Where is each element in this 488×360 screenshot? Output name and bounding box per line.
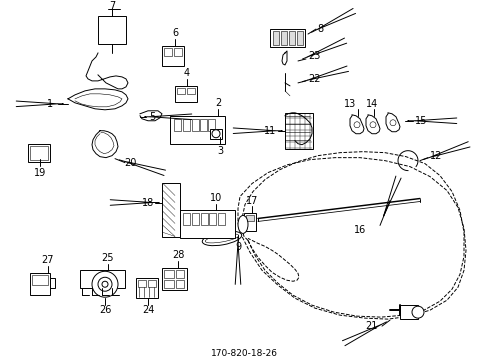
Bar	[50, 278, 55, 288]
Bar	[174, 119, 181, 131]
Text: 2: 2	[214, 98, 221, 108]
Bar	[272, 31, 279, 45]
Circle shape	[98, 277, 112, 291]
Text: 9: 9	[234, 242, 241, 252]
Text: 10: 10	[209, 193, 222, 203]
Bar	[177, 88, 184, 94]
Bar	[80, 270, 125, 288]
Bar	[245, 216, 253, 221]
Bar	[200, 119, 206, 131]
Text: 4: 4	[183, 68, 190, 78]
Bar	[183, 119, 190, 131]
Bar	[30, 146, 48, 159]
Bar	[269, 29, 305, 47]
Text: 22: 22	[307, 74, 320, 84]
Bar	[399, 305, 417, 319]
Bar	[162, 46, 183, 66]
Text: 26: 26	[99, 305, 111, 315]
Bar	[175, 86, 197, 102]
Text: 17: 17	[245, 195, 258, 206]
Circle shape	[92, 271, 118, 297]
Circle shape	[102, 281, 108, 287]
Bar	[183, 213, 190, 225]
Bar	[163, 270, 174, 278]
Text: 5: 5	[148, 112, 155, 122]
Text: 15: 15	[414, 116, 427, 126]
Bar	[285, 113, 312, 149]
Text: 24: 24	[142, 305, 154, 315]
Bar	[192, 213, 199, 225]
Text: 23: 23	[307, 51, 320, 61]
Ellipse shape	[238, 216, 247, 233]
Bar	[136, 278, 158, 298]
Text: 25: 25	[102, 253, 114, 263]
Text: 16: 16	[353, 225, 366, 235]
Bar	[186, 88, 195, 94]
Bar	[163, 280, 174, 288]
Text: 3: 3	[217, 146, 223, 156]
Bar	[170, 116, 224, 144]
Bar	[180, 211, 235, 238]
Bar	[162, 183, 180, 237]
Ellipse shape	[205, 234, 238, 243]
Bar	[98, 16, 126, 44]
Text: 20: 20	[123, 158, 136, 168]
Circle shape	[389, 120, 395, 126]
Text: 12: 12	[429, 150, 442, 161]
Circle shape	[212, 130, 220, 138]
Bar	[296, 31, 303, 45]
Text: 19: 19	[34, 168, 46, 177]
Bar	[176, 270, 183, 278]
Ellipse shape	[202, 231, 241, 246]
Bar	[209, 129, 222, 139]
Text: 13: 13	[343, 99, 355, 109]
Text: 6: 6	[172, 28, 178, 38]
Text: 28: 28	[171, 250, 184, 260]
Text: 7: 7	[109, 1, 115, 11]
Bar	[138, 280, 146, 287]
Circle shape	[369, 122, 375, 128]
Bar	[208, 213, 216, 225]
Text: 170-820-18-26: 170-820-18-26	[210, 348, 277, 357]
Bar	[148, 280, 156, 287]
Text: 21: 21	[365, 321, 377, 331]
Bar	[288, 31, 294, 45]
Bar	[244, 213, 256, 231]
Text: 14: 14	[365, 99, 377, 109]
Text: 1: 1	[47, 99, 53, 109]
Bar	[281, 31, 286, 45]
Bar	[192, 119, 199, 131]
Bar	[28, 144, 50, 162]
Bar	[162, 268, 186, 290]
Bar	[163, 48, 172, 56]
Bar	[176, 280, 183, 288]
Bar	[30, 273, 50, 295]
Text: 18: 18	[142, 198, 154, 207]
Circle shape	[411, 306, 423, 318]
Text: 8: 8	[316, 24, 323, 34]
Text: 11: 11	[264, 126, 276, 136]
Circle shape	[353, 122, 359, 128]
Bar	[32, 275, 48, 285]
Bar	[201, 213, 207, 225]
Bar	[174, 48, 182, 56]
Bar	[218, 213, 224, 225]
Text: 27: 27	[41, 255, 54, 265]
Bar	[207, 119, 215, 131]
